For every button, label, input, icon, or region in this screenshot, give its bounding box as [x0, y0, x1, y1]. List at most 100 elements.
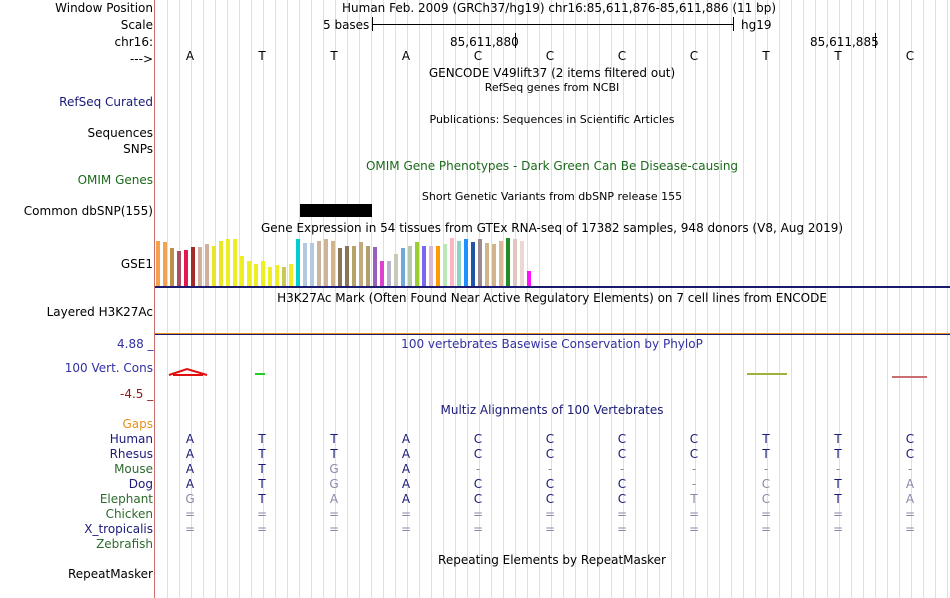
refseq-track-title[interactable]: RefSeq genes from NCBI [484, 81, 620, 94]
gtex-tissue-bar[interactable] [219, 241, 223, 286]
gtex-tissue-bar[interactable] [170, 248, 174, 286]
gtex-tissue-bar[interactable] [387, 261, 391, 286]
gtex-tissue-bar[interactable] [282, 267, 286, 286]
gtex-tissue-bar[interactable] [394, 254, 398, 286]
chrom-label: chr16: [114, 35, 153, 49]
multiz-base: T [690, 492, 698, 506]
gtex-tissue-bar[interactable] [240, 256, 244, 286]
h3k27ac-track-title[interactable]: H3K27Ac Mark (Often Found Near Active Re… [277, 291, 827, 305]
grid-line [611, 0, 612, 598]
gtex-tissue-bar[interactable] [366, 246, 370, 286]
multiz-base: T [762, 432, 770, 446]
gtex-tissue-bar[interactable] [163, 242, 167, 286]
multiz-base: - [619, 462, 625, 476]
coord-tick-2 [875, 33, 876, 48]
gtex-tissue-bar[interactable] [464, 239, 468, 286]
dbsnp-track-label[interactable]: Common dbSNP(155) [23, 204, 153, 218]
gtex-tissue-bar[interactable] [499, 241, 503, 286]
grid-line [455, 0, 456, 598]
gtex-tissue-bar[interactable] [492, 244, 496, 286]
gtex-tissue-bar[interactable] [226, 239, 230, 286]
gtex-track-title[interactable]: Gene Expression in 54 tissues from GTEx … [260, 221, 844, 235]
gtex-tissue-bar[interactable] [156, 241, 160, 286]
gtex-tissue-bar[interactable] [471, 242, 475, 286]
refseq-track-label[interactable]: RefSeq Curated [59, 95, 153, 109]
gtex-tissue-bar[interactable] [338, 248, 342, 286]
gtex-tissue-bar[interactable] [415, 242, 419, 286]
gaps-track-label[interactable]: Gaps [122, 417, 153, 431]
repeatmasker-track-title[interactable]: Repeating Elements by RepeatMasker [438, 553, 666, 567]
multiz-base: T [834, 492, 842, 506]
gtex-tissue-bar[interactable] [408, 246, 412, 286]
gtex-tissue-bar[interactable] [527, 271, 531, 286]
multiz-base: = [760, 522, 772, 536]
gtex-tissue-bar[interactable] [317, 241, 321, 286]
multiz-track-title[interactable]: Multiz Alignments of 100 Vertebrates [440, 403, 664, 417]
phylop-track-title[interactable]: 100 vertebrates Basewise Conservation by… [401, 337, 703, 351]
multiz-species-label-human[interactable]: Human [109, 432, 153, 446]
gtex-tissue-bar[interactable] [352, 246, 356, 286]
dbsnp-track-title[interactable]: Short Genetic Variants from dbSNP releas… [421, 190, 683, 203]
dbsnp-variant-feature[interactable] [300, 204, 372, 217]
multiz-base: A [185, 477, 195, 491]
gtex-tissue-bar[interactable] [450, 238, 454, 286]
gtex-tissue-bar[interactable] [443, 244, 447, 286]
gtex-tissue-bar[interactable] [422, 246, 426, 286]
gtex-tissue-bar[interactable] [373, 247, 377, 286]
gencode-track-title[interactable]: GENCODE V49lift37 (2 items filtered out) [428, 66, 676, 80]
repeatmasker-track-label[interactable]: RepeatMasker [67, 567, 153, 581]
gtex-tissue-bar[interactable] [506, 238, 510, 286]
gtex-tissue-bar[interactable] [401, 248, 405, 286]
gtex-tissue-bar[interactable] [205, 244, 209, 286]
vert-cons-track-label[interactable]: 100 Vert. Cons [64, 361, 153, 375]
grid-line [335, 0, 336, 598]
gtex-tissue-bar[interactable] [478, 239, 482, 286]
gtex-tissue-bar[interactable] [296, 239, 300, 286]
omim-track-title[interactable]: OMIM Gene Phenotypes - Dark Green Can Be… [365, 159, 739, 173]
gtex-tissue-bar[interactable] [254, 264, 258, 286]
gtex-tissue-bar[interactable] [268, 267, 272, 286]
coord-label-1: 85,611,880 [450, 35, 519, 49]
multiz-species-label-mouse[interactable]: Mouse [114, 462, 153, 476]
gse1-track-label[interactable]: GSE1 [120, 257, 153, 271]
multiz-base: C [473, 492, 483, 506]
gtex-tissue-bar[interactable] [520, 241, 524, 286]
gtex-tissue-bar[interactable] [345, 246, 349, 286]
multiz-species-label-rhesus[interactable]: Rhesus [109, 447, 153, 461]
publications-track-title[interactable]: Publications: Sequences in Scientific Ar… [429, 113, 675, 126]
gtex-tissue-bar[interactable] [247, 261, 251, 286]
multiz-species-label-dog[interactable]: Dog [128, 477, 153, 491]
gtex-tissue-bar[interactable] [184, 250, 188, 286]
gtex-tissue-bar[interactable] [457, 241, 461, 286]
multiz-species-label-x_tropicalis[interactable]: X_tropicalis [84, 522, 153, 536]
grid-line [875, 0, 876, 598]
gtex-tissue-bar[interactable] [359, 242, 363, 286]
gtex-tissue-bar[interactable] [233, 239, 237, 286]
gtex-tissue-bar[interactable] [289, 264, 293, 286]
sequence-base: C [689, 49, 699, 63]
gtex-bar-chart[interactable] [156, 237, 536, 286]
gtex-tissue-bar[interactable] [303, 243, 307, 286]
gtex-tissue-bar[interactable] [324, 239, 328, 286]
multiz-species-label-elephant[interactable]: Elephant [99, 492, 153, 506]
gtex-tissue-bar[interactable] [436, 246, 440, 286]
gtex-tissue-bar[interactable] [191, 247, 195, 286]
gtex-tissue-bar[interactable] [331, 241, 335, 286]
sequences-track-label[interactable]: Sequences [87, 126, 153, 140]
gtex-tissue-bar[interactable] [485, 243, 489, 286]
snps-track-label[interactable]: SNPs [123, 142, 153, 156]
multiz-species-label-chicken[interactable]: Chicken [105, 507, 153, 521]
multiz-species-label-zebrafish[interactable]: Zebrafish [96, 537, 153, 551]
gtex-tissue-bar[interactable] [212, 246, 216, 286]
gtex-tissue-bar[interactable] [513, 239, 517, 286]
gtex-tissue-bar[interactable] [261, 261, 265, 286]
gtex-tissue-bar[interactable] [275, 265, 279, 286]
gtex-tissue-bar[interactable] [177, 251, 181, 286]
gtex-tissue-bar[interactable] [429, 246, 433, 286]
omim-track-label[interactable]: OMIM Genes [77, 173, 153, 187]
gtex-tissue-bar[interactable] [198, 247, 202, 286]
gtex-tissue-bar[interactable] [310, 243, 314, 286]
h3k27ac-track-label[interactable]: Layered H3K27Ac [46, 305, 153, 319]
gtex-tissue-bar[interactable] [380, 261, 384, 286]
